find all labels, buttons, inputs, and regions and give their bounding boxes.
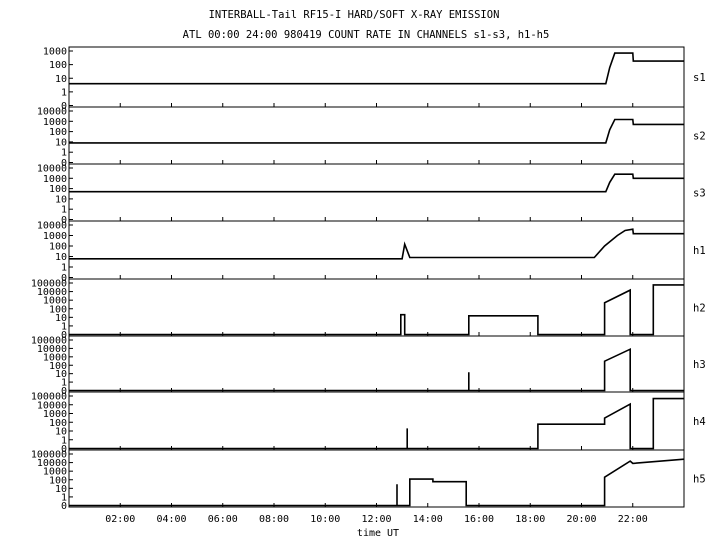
y-tick-label-h1-1: 1: [61, 263, 67, 274]
x-tick-label-04:00: 04:00: [156, 514, 186, 525]
y-tick-label-s1-10: 10: [55, 74, 67, 85]
y-tick-label-h1-100: 100: [49, 242, 67, 253]
y-tick-label-h2-10000: 10000: [37, 287, 67, 298]
y-tick-label-h2-100000: 100000: [31, 279, 67, 290]
y-tick-label-h4-1: 1: [61, 435, 67, 446]
y-tick-label-h1-10000: 10000: [37, 221, 67, 232]
x-axis-label: time UT: [357, 528, 399, 539]
series-line-h5: [69, 458, 685, 507]
channel-label-s3: s3: [693, 188, 706, 200]
y-tick-label-h1-1000: 1000: [43, 231, 67, 242]
y-tick-label-h5-100000: 100000: [31, 450, 67, 461]
x-tick-label-08:00: 08:00: [259, 514, 289, 525]
y-tick-label-h3-1: 1: [61, 378, 67, 389]
y-tick-label-h2-1: 1: [61, 321, 67, 332]
y-tick-label-h3-1000: 1000: [43, 352, 67, 363]
series-line-s1: [69, 52, 684, 85]
y-tick-label-h5-1: 1: [61, 492, 67, 503]
x-tick-label-22:00: 22:00: [618, 514, 648, 525]
y-tick-label-h3-0: 0: [61, 386, 67, 397]
y-tick-label-s1-0: 0: [61, 101, 67, 112]
y-tick-label-h3-100000: 100000: [31, 336, 67, 347]
panel-frame-s2: [68, 106, 685, 165]
panel-frame-h5: [68, 449, 685, 508]
y-tick-label-s2-10000: 10000: [37, 107, 67, 118]
series-line-s2: [69, 118, 684, 144]
panel-frame-h1: [68, 220, 685, 280]
channel-label-h1: h1: [693, 245, 706, 257]
series-line-h3: [69, 347, 684, 392]
y-tick-label-h4-0: 0: [61, 444, 67, 455]
y-tick-label-s3-1: 1: [61, 205, 67, 216]
panel-frame-h3: [68, 335, 685, 393]
time-axis: 02:00 04:00 06:00 08:00 10:00 12:00 14:00 16:00…: [105, 514, 648, 525]
chart-subtitle: ATL 00:00 24:00 980419 COUNT RATE IN CHA…: [183, 29, 550, 41]
y-tick-label-s1-1: 1: [61, 87, 67, 98]
channel-label-h3: h3: [693, 359, 706, 371]
y-tick-label-h5-0: 0: [61, 501, 67, 512]
x-tick-label-06:00: 06:00: [208, 514, 238, 525]
y-tick-label-s2-1: 1: [61, 148, 67, 159]
y-tick-label-h4-10000: 10000: [37, 400, 67, 411]
y-tick-label-h1-0: 0: [61, 273, 67, 284]
y-tick-label-h3-100: 100: [49, 361, 67, 372]
y-tick-label-h4-100000: 100000: [31, 392, 67, 403]
channel-label-s1: s1: [693, 72, 706, 84]
y-tick-label-h3-10: 10: [55, 369, 67, 380]
x-tick-label-16:00: 16:00: [464, 514, 494, 525]
y-tick-label-h5-10000: 10000: [37, 458, 67, 469]
channel-label-h2: h2: [693, 303, 706, 315]
channel-label-s2: s2: [693, 131, 706, 143]
panel-frame-h2: [68, 278, 685, 337]
y-tick-label-s3-10000: 10000: [37, 164, 67, 175]
y-tick-label-s3-10: 10: [55, 194, 67, 205]
series-line-h4: [69, 397, 684, 450]
x-tick-label-20:00: 20:00: [566, 514, 596, 525]
y-tick-label-h2-100: 100: [49, 304, 67, 315]
y-tick-label-h4-10: 10: [55, 427, 67, 438]
y-tick-label-h5-10: 10: [55, 484, 67, 495]
y-tick-label-h4-100: 100: [49, 418, 67, 429]
series-line-h2: [69, 284, 684, 336]
y-tick-label-h4-1000: 1000: [43, 409, 67, 420]
channel-label-h5: h5: [693, 474, 706, 486]
panel-frame-h4: [68, 391, 685, 451]
x-tick-label-10:00: 10:00: [310, 514, 340, 525]
x-tick-label-02:00: 02:00: [105, 514, 135, 525]
y-tick-label-h3-10000: 10000: [37, 344, 67, 355]
y-tick-label-s1-1000: 1000: [43, 47, 67, 58]
series-line-h1: [69, 228, 684, 260]
x-tick-label-14:00: 14:00: [413, 514, 443, 525]
y-tick-label-s3-1000: 1000: [43, 174, 67, 185]
x-tick-label-12:00: 12:00: [361, 514, 391, 525]
y-tick-label-h5-100: 100: [49, 475, 67, 486]
y-tick-label-s2-0: 0: [61, 158, 67, 169]
x-tick-label-18:00: 18:00: [515, 514, 545, 525]
y-tick-label-h2-0: 0: [61, 330, 67, 341]
y-tick-label-s1-100: 100: [49, 60, 67, 71]
y-tick-label-s2-100: 100: [49, 127, 67, 138]
channel-label-h4: h4: [693, 416, 706, 428]
y-tick-label-h5-1000: 1000: [43, 467, 67, 478]
series-line-s3: [69, 173, 684, 193]
panel-frame-s1: [68, 46, 685, 108]
y-tick-label-s2-10: 10: [55, 137, 67, 148]
y-tick-label-h1-10: 10: [55, 252, 67, 263]
panels: 10001001010s11000010001001010s2100001000…: [31, 46, 706, 512]
y-tick-label-h2-10: 10: [55, 313, 67, 324]
y-tick-label-s2-1000: 1000: [43, 117, 67, 128]
y-tick-label-s3-0: 0: [61, 215, 67, 226]
y-tick-label-h2-1000: 1000: [43, 296, 67, 307]
y-tick-label-s3-100: 100: [49, 184, 67, 195]
chart-title: INTERBALL-Tail RF15-I HARD/SOFT X-RAY EM…: [209, 9, 500, 21]
